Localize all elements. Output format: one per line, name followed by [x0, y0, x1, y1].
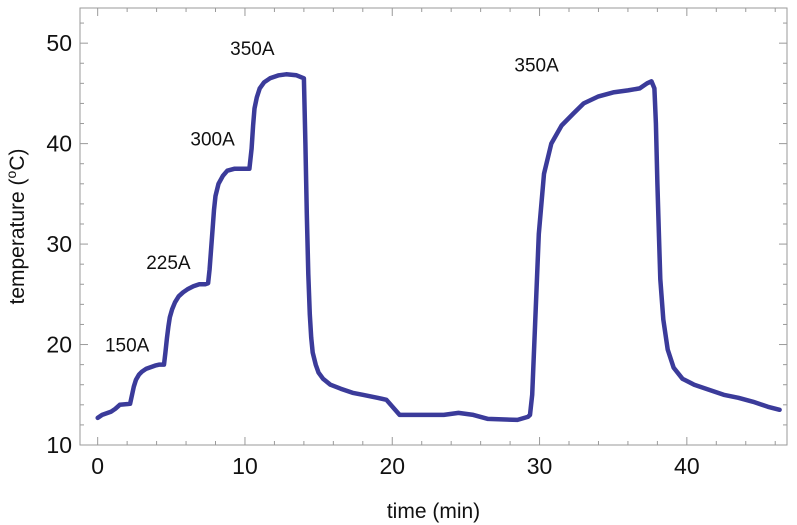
current-annotation: 350A [514, 55, 559, 76]
series-line [95, 72, 782, 423]
x-tick-label: 40 [674, 453, 700, 479]
current-annotation: 225A [146, 253, 191, 274]
y-tick-label: 40 [46, 131, 72, 157]
y-tick-label: 20 [46, 332, 72, 358]
plot-frame [79, 7, 788, 446]
current-annotation: 300A [190, 130, 235, 151]
y-tick-label: 10 [46, 432, 72, 458]
y-tick-label: 30 [46, 231, 72, 257]
y-axis-label: temperature (oC) [3, 148, 29, 304]
x-tick-label: 20 [379, 453, 405, 479]
x-tick-label: 10 [232, 453, 258, 479]
current-annotation: 350A [230, 39, 275, 60]
x-tick-label: 0 [91, 453, 104, 479]
y-tick-label: 50 [46, 30, 72, 56]
current-annotation: 150A [105, 336, 150, 357]
x-tick-label: 30 [527, 453, 553, 479]
x-axis-label: time (min) [387, 500, 480, 523]
